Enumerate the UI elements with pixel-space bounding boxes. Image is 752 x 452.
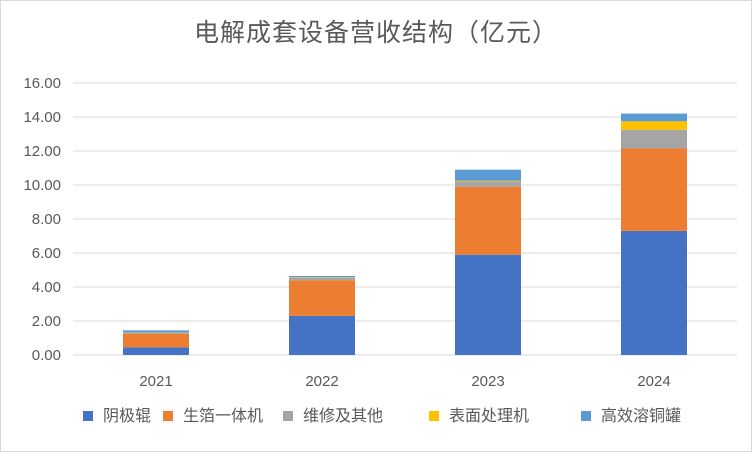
legend-label: 生箔一体机 <box>183 406 263 425</box>
y-tick-label: 8.00 <box>32 211 61 228</box>
bar-segment-高效溶铜罐-2022 <box>289 275 355 278</box>
legend-label: 阴极辊 <box>103 406 151 425</box>
bar-segment-高效溶铜罐-2021 <box>123 330 189 333</box>
bar-segment-表面处理机-2022 <box>289 277 355 278</box>
legend-swatch-维修及其他 <box>283 411 293 421</box>
bar-segment-表面处理机-2024 <box>621 121 687 130</box>
legend-label: 高效溶铜罐 <box>601 406 681 425</box>
bar-segment-阴极辊-2021 <box>123 347 189 355</box>
x-category-label: 2023 <box>471 373 504 390</box>
x-category-label: 2021 <box>139 373 172 390</box>
bar-segment-维修及其他-2023 <box>455 181 521 187</box>
bar-segment-高效溶铜罐-2024 <box>621 113 687 122</box>
bar-segment-表面处理机-2023 <box>455 180 521 182</box>
legend-swatch-生箔一体机 <box>163 411 173 421</box>
y-tick-label: 12.00 <box>23 143 61 160</box>
bar-segment-阴极辊-2023 <box>455 254 521 355</box>
bar-segment-生箔一体机-2022 <box>289 280 355 316</box>
bar-segment-维修及其他-2024 <box>621 129 687 149</box>
x-category-label: 2022 <box>305 373 338 390</box>
y-tick-label: 10.00 <box>23 177 61 194</box>
bar-segment-维修及其他-2022 <box>289 277 355 281</box>
y-tick-label: 0.00 <box>32 347 61 364</box>
bar-segment-生箔一体机-2024 <box>621 148 687 231</box>
bar-segment-生箔一体机-2021 <box>123 333 189 348</box>
legend-label: 维修及其他 <box>303 406 383 425</box>
x-category-label: 2024 <box>637 373 670 390</box>
y-tick-label: 4.00 <box>32 279 61 296</box>
y-tick-label: 2.00 <box>32 313 61 330</box>
chart-title: 电解成套设备营收结构（亿元） <box>193 18 558 47</box>
y-tick-label: 14.00 <box>23 109 61 126</box>
legend-swatch-表面处理机 <box>429 411 439 421</box>
bar-segment-阴极辊-2024 <box>621 230 687 355</box>
legend-label: 表面处理机 <box>449 406 529 425</box>
y-tick-label: 16.00 <box>23 75 61 92</box>
y-tick-label: 6.00 <box>32 245 61 262</box>
bar-segment-维修及其他-2021 <box>123 332 189 334</box>
legend-swatch-高效溶铜罐 <box>581 411 591 421</box>
bar-segment-阴极辊-2022 <box>289 315 355 355</box>
bar-segment-高效溶铜罐-2023 <box>455 169 521 181</box>
legend-swatch-阴极辊 <box>83 411 93 421</box>
bar-segment-生箔一体机-2023 <box>455 186 521 255</box>
